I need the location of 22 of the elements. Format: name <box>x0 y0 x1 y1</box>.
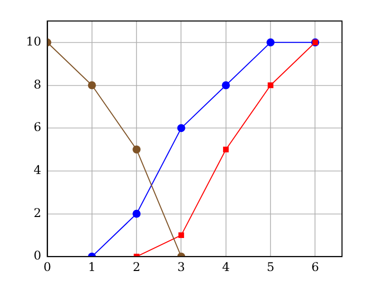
x-tick-label: 5 <box>266 260 274 274</box>
x-tick-label: 3 <box>177 260 186 274</box>
point <box>266 38 275 46</box>
point <box>88 81 96 90</box>
x-tick-label: 0 <box>43 260 52 274</box>
y-tick-label: 0 <box>34 248 42 263</box>
point <box>132 210 141 218</box>
point <box>268 82 274 88</box>
y-tick-label: 8 <box>34 77 42 92</box>
point <box>222 81 230 90</box>
y-tick-label: 2 <box>34 206 42 220</box>
y-tick-label: 6 <box>34 120 42 134</box>
point <box>223 146 229 152</box>
y-tick-label: 10 <box>26 34 42 49</box>
x-tick-label: 6 <box>311 260 320 274</box>
point <box>177 124 186 132</box>
point <box>132 146 141 154</box>
x-tick-label: 4 <box>222 260 230 274</box>
y-tick-label: 4 <box>34 163 42 178</box>
x-tick-label: 2 <box>132 260 140 274</box>
point <box>178 232 184 238</box>
x-tick-label: 1 <box>88 260 96 274</box>
